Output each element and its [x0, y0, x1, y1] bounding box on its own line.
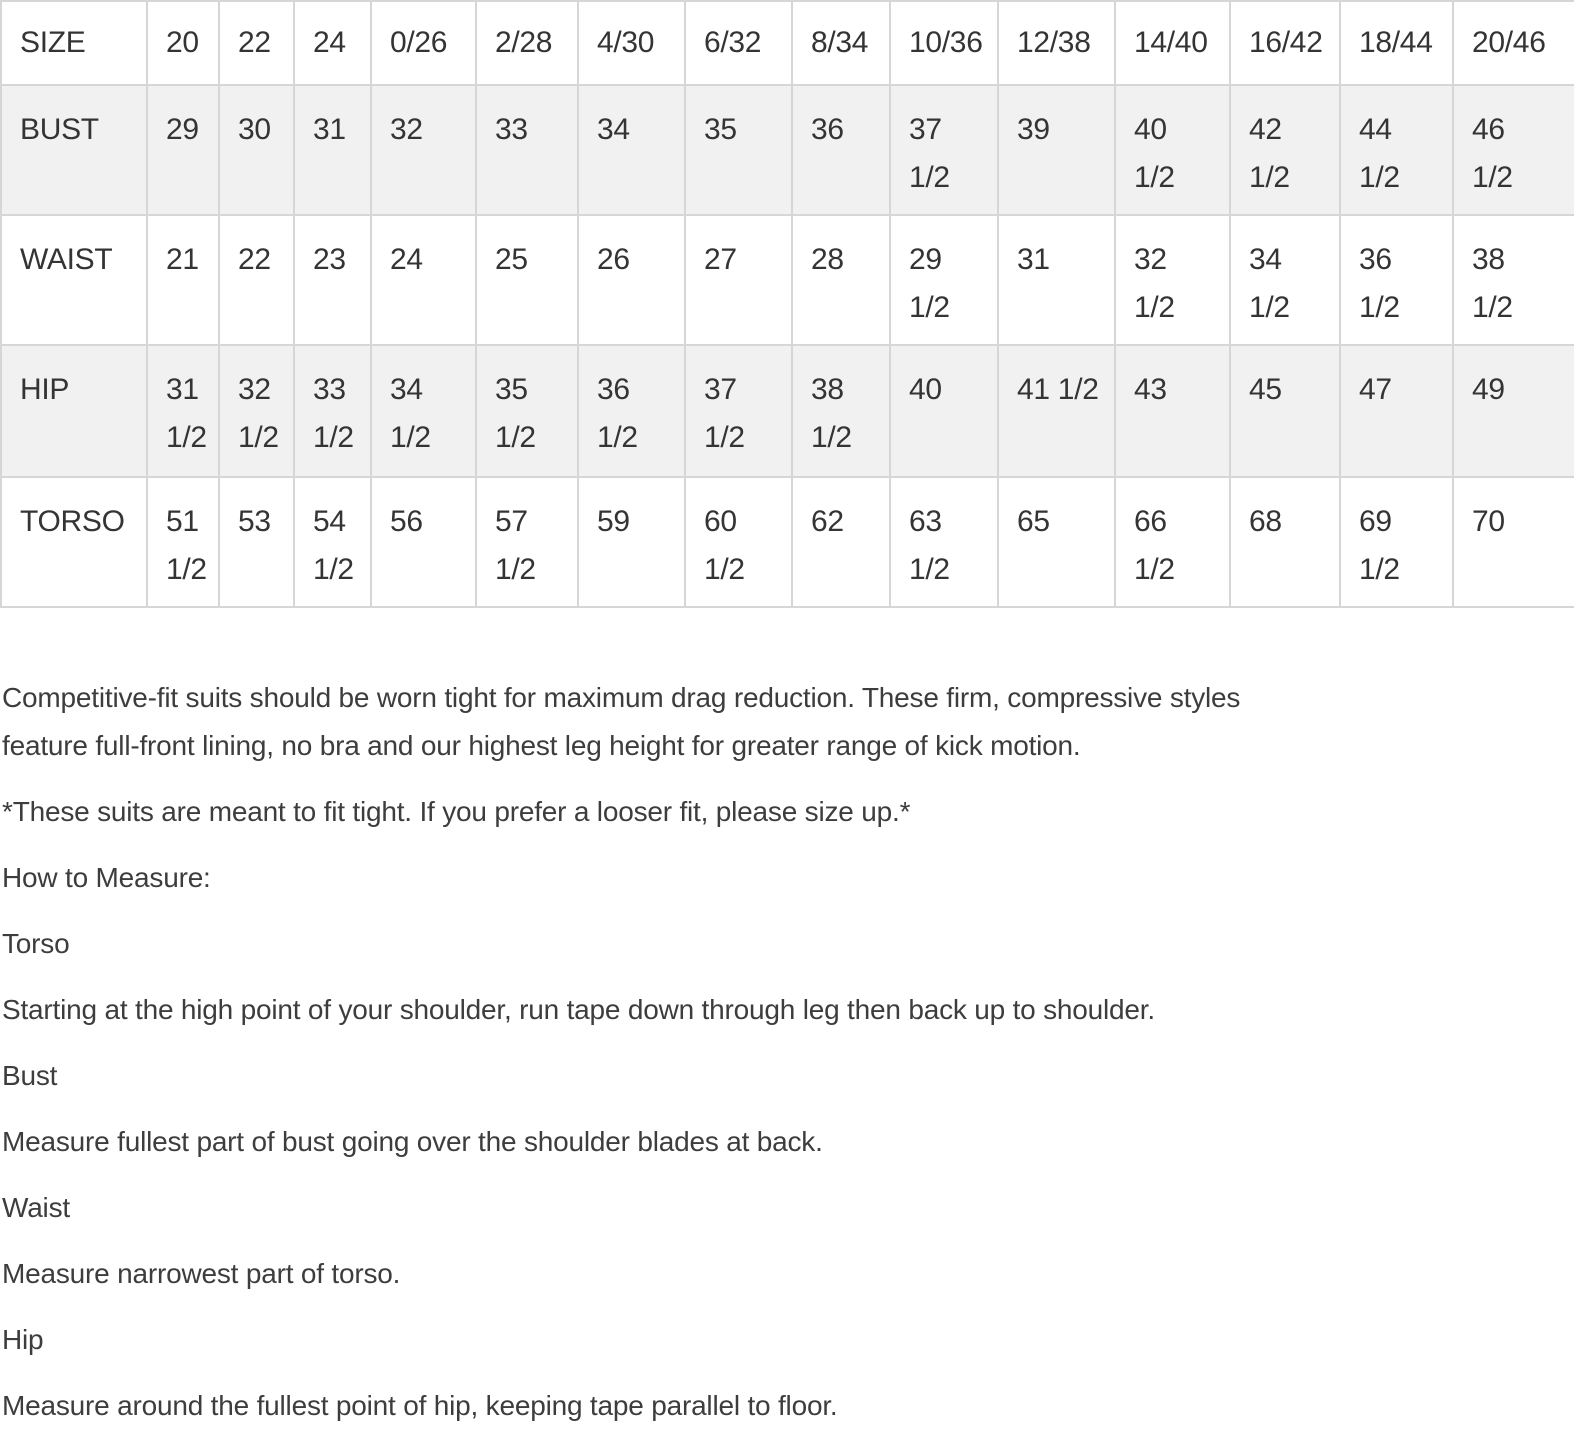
table-row-waist: WAIST 21 22 23 24 25 26 27 28 29 1/2 31 32 1/2 34 1/… — [0, 214, 1574, 346]
table-cell: 40 — [889, 344, 999, 478]
table-cell: 21 — [146, 214, 220, 346]
measurement-instruction-hip: Measure around the fullest point of hip,… — [2, 1390, 838, 1421]
table-cell: 4/30 — [577, 0, 686, 86]
table-cell: 45 — [1229, 344, 1341, 478]
table-cell: 22 — [218, 0, 295, 86]
table-cell: 24 — [293, 0, 372, 86]
measurement-name-waist: Waist — [2, 1192, 70, 1223]
table-cell: 32 — [370, 84, 477, 216]
table-cell: 49 — [1452, 344, 1574, 478]
size-chart-table: SIZE 20 22 24 0/26 2/28 4/30 6/32 8/34 10/36 12/38… — [0, 0, 1574, 608]
table-cell: 41 1/2 — [997, 344, 1116, 478]
table-cell: 43 — [1114, 344, 1231, 478]
table-cell: 29 — [146, 84, 220, 216]
measurement-name-torso: Torso — [2, 928, 70, 959]
fit-description: Competitive-fit suits should be worn tig… — [2, 682, 1241, 761]
table-cell: 38 1/2 — [1452, 214, 1574, 346]
table-cell: 28 — [791, 214, 891, 346]
table-cell: 34 — [577, 84, 686, 216]
table-cell: 56 — [370, 476, 477, 608]
table-cell: 60 1/2 — [684, 476, 793, 608]
table-cell: 37 1/2 — [684, 344, 793, 478]
table-cell: 31 — [997, 214, 1116, 346]
table-cell: 68 — [1229, 476, 1341, 608]
table-row-bust: BUST 29 30 31 32 33 34 35 36 37 1/2 39 40 1/2 42 1/2… — [0, 84, 1574, 216]
table-cell: 20 — [146, 0, 220, 86]
table-cell: 22 — [218, 214, 295, 346]
measurement-name-hip: Hip — [2, 1324, 44, 1355]
measurement-instruction-torso: Starting at the high point of your shoul… — [2, 994, 1155, 1025]
table-cell: 44 1/2 — [1339, 84, 1454, 216]
table-cell: 39 — [997, 84, 1116, 216]
row-label-hip: HIP — [0, 344, 148, 478]
table-cell: 36 1/2 — [577, 344, 686, 478]
table-cell: 18/44 — [1339, 0, 1454, 86]
table-cell: 33 — [475, 84, 579, 216]
table-cell: 33 1/2 — [293, 344, 372, 478]
table-cell: 51 1/2 — [146, 476, 220, 608]
table-cell: 42 1/2 — [1229, 84, 1341, 216]
table-cell: 70 — [1452, 476, 1574, 608]
row-label-bust: BUST — [0, 84, 148, 216]
table-cell: 63 1/2 — [889, 476, 999, 608]
table-cell: 35 — [684, 84, 793, 216]
table-cell: 30 — [218, 84, 295, 216]
table-cell: 69 1/2 — [1339, 476, 1454, 608]
size-chart-body: SIZE 20 22 24 0/26 2/28 4/30 6/32 8/34 10/36 12/38… — [0, 0, 1574, 608]
table-cell: 35 1/2 — [475, 344, 579, 478]
table-cell: 36 — [791, 84, 891, 216]
table-cell: 47 — [1339, 344, 1454, 478]
table-cell: 20/46 — [1452, 0, 1574, 86]
table-cell: 24 — [370, 214, 477, 346]
table-cell: 2/28 — [475, 0, 579, 86]
table-row-torso: TORSO 51 1/2 53 54 1/2 56 57 1/2 59 60 1/2 62 63 … — [0, 476, 1574, 608]
row-label-size: SIZE — [0, 0, 148, 86]
table-cell: 16/42 — [1229, 0, 1341, 86]
table-cell: 37 1/2 — [889, 84, 999, 216]
fit-note: *These suits are meant to fit tight. If … — [2, 796, 911, 827]
table-cell: 34 1/2 — [1229, 214, 1341, 346]
table-cell: 36 1/2 — [1339, 214, 1454, 346]
table-cell: 10/36 — [889, 0, 999, 86]
table-cell: 25 — [475, 214, 579, 346]
table-cell: 59 — [577, 476, 686, 608]
table-cell: 32 1/2 — [1114, 214, 1231, 346]
table-cell: 34 1/2 — [370, 344, 477, 478]
table-cell: 65 — [997, 476, 1116, 608]
table-cell: 32 1/2 — [218, 344, 295, 478]
row-label-waist: WAIST — [0, 214, 148, 346]
table-cell: 26 — [577, 214, 686, 346]
table-cell: 12/38 — [997, 0, 1116, 86]
table-cell: 23 — [293, 214, 372, 346]
table-cell: 53 — [218, 476, 295, 608]
table-cell: 66 1/2 — [1114, 476, 1231, 608]
table-cell: 14/40 — [1114, 0, 1231, 86]
measurement-instruction-bust: Measure fullest part of bust going over … — [2, 1126, 823, 1157]
table-cell: 38 1/2 — [791, 344, 891, 478]
table-cell: 31 1/2 — [146, 344, 220, 478]
table-cell: 8/34 — [791, 0, 891, 86]
table-cell: 31 — [293, 84, 372, 216]
how-to-measure-heading: How to Measure: — [2, 862, 211, 893]
table-cell: 46 1/2 — [1452, 84, 1574, 216]
table-cell: 62 — [791, 476, 891, 608]
table-cell: 6/32 — [684, 0, 793, 86]
table-cell: 0/26 — [370, 0, 477, 86]
table-cell: 27 — [684, 214, 793, 346]
row-label-torso: TORSO — [0, 476, 148, 608]
table-row-size: SIZE 20 22 24 0/26 2/28 4/30 6/32 8/34 10/36 12/38… — [0, 0, 1574, 86]
measurement-instruction-waist: Measure narrowest part of torso. — [2, 1258, 401, 1289]
table-cell: 54 1/2 — [293, 476, 372, 608]
table-cell: 40 1/2 — [1114, 84, 1231, 216]
table-cell: 57 1/2 — [475, 476, 579, 608]
measurement-name-bust: Bust — [2, 1060, 58, 1091]
table-row-hip: HIP 31 1/2 32 1/2 33 1/2 34 1/2 35 1/2 36 1/2 3… — [0, 344, 1574, 478]
size-chart-notes: Competitive-fit suits should be worn tig… — [2, 674, 1562, 1430]
table-cell: 29 1/2 — [889, 214, 999, 346]
